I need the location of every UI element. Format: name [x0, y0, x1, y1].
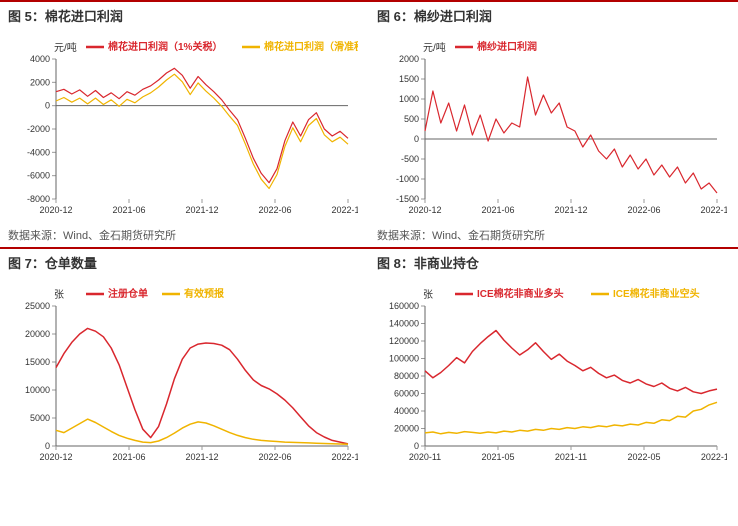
svg-text:1500: 1500 — [399, 74, 419, 84]
svg-text:120000: 120000 — [389, 336, 419, 346]
x-axis-label: 2021-12 — [185, 452, 218, 462]
legend-label: 棉花进口利润（1%关税） — [108, 40, 222, 53]
y-axis-unit: 元/吨 — [423, 41, 446, 54]
chart-legend: ICE棉花非商业多头 ICE棉花非商业空头 — [455, 287, 700, 300]
chart-container: 0 20000 40000 60000 80000 100000 120000 140000 1… — [369, 274, 738, 470]
y-axis-unit: 张 — [423, 289, 433, 301]
x-axis-label: 2020-12 — [39, 205, 72, 215]
legend-label: 棉纱进口利润 — [477, 40, 537, 53]
x-axis-label: 2022-06 — [627, 205, 660, 215]
x-axis-label: 2022-11 — [701, 452, 727, 462]
x-axis-label: 2022-12 — [700, 205, 727, 215]
x-axis-label: 2021-12 — [554, 205, 587, 215]
series-line — [56, 74, 348, 188]
chart-title: 图 7：仓单数量 — [0, 247, 369, 274]
x-axis-label: 2022-12 — [331, 452, 358, 462]
line-chart: 0 20000 40000 60000 80000 100000 120000 140000 1… — [377, 278, 727, 468]
chart-legend: 棉花进口利润（1%关税） 棉花进口利润（滑准税） — [86, 40, 358, 53]
line-chart: -1500 -1000 -500 0 500 1000 1500 2000 2020-12 202… — [377, 31, 727, 221]
svg-text:15000: 15000 — [25, 357, 50, 367]
x-axis-label: 2021-06 — [112, 452, 145, 462]
series-line — [56, 419, 348, 444]
svg-text:5000: 5000 — [30, 413, 50, 423]
chart-title: 图 6：棉纱进口利润 — [369, 0, 738, 27]
chart-source: 数据来源：Wind、金石期货研究所 — [369, 223, 738, 247]
x-axis-label: 2021-06 — [112, 205, 145, 215]
chart-legend: 棉纱进口利润 — [455, 40, 537, 53]
x-axis-label: 2022-05 — [627, 452, 660, 462]
y-axis-unit: 元/吨 — [54, 41, 77, 54]
svg-text:0: 0 — [45, 101, 50, 111]
x-axis-label: 2021-12 — [185, 205, 218, 215]
x-axis-label: 2020-11 — [409, 452, 441, 462]
svg-text:-500: -500 — [401, 154, 419, 164]
series-line — [425, 402, 717, 434]
svg-text:100000: 100000 — [389, 354, 419, 364]
line-chart: -8000 -6000 -4000 -2000 0 2000 4000 2020-12 2021… — [8, 31, 358, 221]
svg-text:-4000: -4000 — [27, 147, 50, 157]
svg-text:10000: 10000 — [25, 385, 50, 395]
svg-text:80000: 80000 — [394, 371, 419, 381]
svg-text:160000: 160000 — [389, 301, 419, 311]
legend-label: 棉花进口利润（滑准税） — [264, 40, 358, 53]
series-line — [56, 328, 348, 443]
chart-source: 数据来源：Wind、金石期货研究所 — [0, 223, 369, 247]
legend-label: ICE棉花非商业多头 — [477, 287, 564, 300]
chart-title: 图 5：棉花进口利润 — [0, 0, 369, 27]
svg-text:25000: 25000 — [25, 301, 50, 311]
legend-label: ICE棉花非商业空头 — [613, 287, 700, 300]
svg-text:60000: 60000 — [394, 389, 419, 399]
svg-text:-8000: -8000 — [27, 194, 50, 204]
svg-text:-6000: -6000 — [27, 171, 50, 181]
line-chart: 0 5000 10000 15000 20000 25000 2020-12 2021-06 2… — [8, 278, 358, 468]
x-axis-label: 2021-06 — [481, 205, 514, 215]
x-axis-label: 2020-12 — [408, 205, 441, 215]
svg-text:20000: 20000 — [394, 424, 419, 434]
series-line — [425, 331, 717, 394]
chart-title: 图 8：非商业持仓 — [369, 247, 738, 274]
x-axis-label: 2021-11 — [555, 452, 587, 462]
svg-text:0: 0 — [414, 134, 419, 144]
chart-container: -8000 -6000 -4000 -2000 0 2000 4000 2020-12 2021… — [0, 27, 369, 223]
svg-text:0: 0 — [45, 441, 50, 451]
svg-text:500: 500 — [404, 114, 419, 124]
x-axis-label: 2022-06 — [258, 452, 291, 462]
series-line — [425, 77, 717, 193]
svg-text:2000: 2000 — [30, 77, 50, 87]
svg-text:40000: 40000 — [394, 406, 419, 416]
legend-label: 有效预报 — [184, 287, 224, 300]
chart-container: 0 5000 10000 15000 20000 25000 2020-12 2021-06 2… — [0, 274, 369, 470]
x-axis-label: 2020-12 — [39, 452, 72, 462]
svg-text:2000: 2000 — [399, 54, 419, 64]
svg-text:140000: 140000 — [389, 319, 419, 329]
chart-legend: 注册仓单 有效预报 — [86, 287, 224, 300]
svg-text:20000: 20000 — [25, 329, 50, 339]
x-axis-label: 2021-05 — [481, 452, 514, 462]
svg-text:-2000: -2000 — [27, 124, 50, 134]
svg-text:4000: 4000 — [30, 54, 50, 64]
series-line — [56, 68, 348, 182]
chart-container: -1500 -1000 -500 0 500 1000 1500 2000 2020-12 202… — [369, 27, 738, 223]
x-axis-label: 2022-06 — [258, 205, 291, 215]
y-axis-unit: 张 — [54, 289, 64, 301]
x-axis-label: 2022-12 — [331, 205, 358, 215]
svg-text:0: 0 — [414, 441, 419, 451]
legend-label: 注册仓单 — [108, 287, 148, 300]
svg-text:-1000: -1000 — [396, 174, 419, 184]
svg-text:-1500: -1500 — [396, 194, 419, 204]
svg-text:1000: 1000 — [399, 94, 419, 104]
